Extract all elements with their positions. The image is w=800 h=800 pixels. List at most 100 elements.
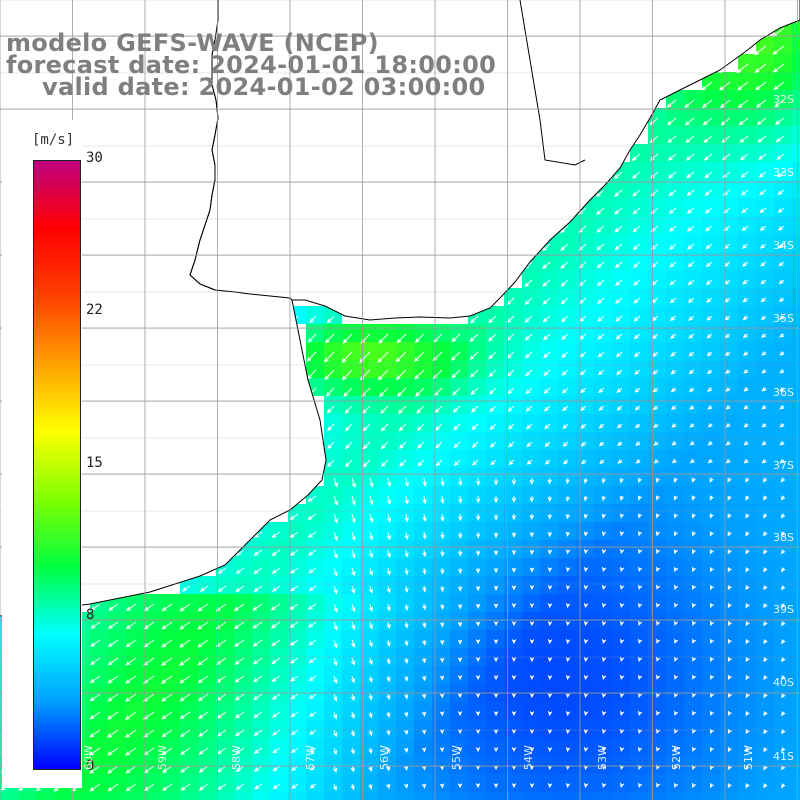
- wind-arrowhead: [719, 103, 725, 109]
- wind-arrow: [687, 243, 695, 250]
- colorbar-unit: [m/s]: [32, 132, 75, 148]
- wind-arrowhead: [359, 375, 365, 381]
- wind-arrow: [721, 135, 731, 143]
- wind-arrow: [235, 729, 245, 736]
- wind-arrowhead: [493, 747, 499, 753]
- wind-arrowhead: [470, 390, 476, 396]
- wind-arrowhead: [619, 692, 625, 699]
- wind-cell: [576, 540, 594, 558]
- wind-cell: [522, 360, 540, 378]
- wind-cell: [648, 216, 666, 234]
- wind-cell: [684, 558, 702, 576]
- wind-cell: [756, 702, 774, 720]
- lat-label: 33S: [773, 166, 794, 179]
- wind-arrowhead: [368, 784, 373, 790]
- wind-cell: [774, 36, 792, 54]
- wind-arrow: [363, 441, 371, 449]
- wind-arrowhead: [511, 532, 517, 538]
- wind-cell: [630, 360, 648, 378]
- wind-arrowhead: [745, 495, 750, 501]
- wind-arrowhead: [633, 352, 639, 358]
- wind-arrowhead: [89, 733, 95, 738]
- wind-arrowhead: [743, 387, 749, 392]
- wind-cell: [702, 378, 720, 396]
- wind-arrowhead: [701, 103, 707, 109]
- wind-cell: [468, 522, 486, 540]
- wind-arrow: [378, 369, 389, 380]
- wind-arrowhead: [386, 748, 391, 754]
- wind-arrowhead: [307, 497, 313, 502]
- wind-arrowhead: [598, 423, 604, 429]
- wind-arrowhead: [745, 477, 750, 483]
- wind-cell: [720, 72, 738, 90]
- wind-cell: [792, 558, 800, 576]
- wind-arrowhead: [777, 208, 783, 213]
- lon-label: 56W: [378, 745, 391, 770]
- wind-arrowhead: [727, 729, 732, 735]
- wind-arrow: [597, 315, 605, 322]
- wind-arrow: [143, 639, 155, 648]
- wind-cell: [720, 594, 738, 612]
- wind-cell: [468, 702, 486, 720]
- wind-cell: [288, 702, 306, 720]
- wind-arrow: [198, 729, 209, 737]
- wind-arrowhead: [688, 334, 694, 339]
- wind-arrowhead: [198, 732, 204, 737]
- wind-cell: [720, 162, 738, 180]
- wind-cell: [522, 342, 540, 360]
- wind-arrowhead: [779, 423, 785, 428]
- wind-cell: [486, 540, 504, 558]
- wind-arrowhead: [704, 173, 710, 179]
- wind-arrow: [434, 405, 443, 413]
- wind-arrowhead: [179, 679, 185, 684]
- wind-cell: [594, 198, 612, 216]
- wind-arrowhead: [107, 769, 113, 774]
- wind-arrowhead: [368, 713, 373, 719]
- wind-cell: [774, 486, 792, 504]
- wind-arrow: [414, 369, 425, 380]
- wind-arrow: [507, 387, 515, 394]
- wind-arrowhead: [397, 392, 402, 397]
- wind-cell: [360, 558, 378, 576]
- wind-arrow: [161, 657, 173, 666]
- wind-arrow: [704, 153, 713, 161]
- wind-cell: [594, 630, 612, 648]
- wind-arrowhead: [493, 675, 499, 681]
- wind-cell: [792, 396, 800, 414]
- wind-arrow: [179, 657, 191, 666]
- wind-cell: [738, 198, 756, 216]
- wind-arrowhead: [89, 660, 95, 666]
- wind-arrowhead: [601, 782, 607, 789]
- wind-arrowhead: [351, 535, 356, 541]
- wind-arrowhead: [475, 568, 481, 574]
- wind-arrow: [108, 639, 119, 647]
- wind-arrow: [344, 405, 353, 414]
- colorbar-tick: 15: [86, 455, 103, 471]
- wind-arrow: [685, 117, 695, 126]
- wind-cell: [738, 72, 756, 90]
- wind-arrowhead: [542, 335, 548, 341]
- wind-arrow: [179, 621, 191, 630]
- wind-arrowhead: [493, 657, 499, 663]
- wind-cell: [774, 378, 792, 396]
- wind-cell: [558, 396, 576, 414]
- wind-cell: [468, 360, 486, 378]
- wind-arrowhead: [705, 280, 711, 285]
- wind-arrowhead: [760, 315, 766, 321]
- wind-arrowhead: [368, 553, 374, 559]
- wind-cell: [342, 522, 360, 540]
- wind-cell: [774, 360, 792, 378]
- wind-cell: [432, 774, 450, 792]
- wind-arrow: [324, 369, 335, 380]
- wind-cell: [576, 756, 594, 774]
- wind-arrowhead: [669, 262, 675, 268]
- wind-arrowhead: [422, 640, 427, 646]
- wind-arrowhead: [458, 533, 463, 539]
- wind-arrowhead: [377, 358, 382, 363]
- wind-arrow: [325, 333, 335, 343]
- wind-cell: [468, 396, 486, 414]
- wind-cell: [522, 756, 540, 774]
- wind-arrowhead: [780, 477, 786, 483]
- wind-arrowhead: [457, 729, 463, 735]
- wind-arrow: [144, 783, 155, 791]
